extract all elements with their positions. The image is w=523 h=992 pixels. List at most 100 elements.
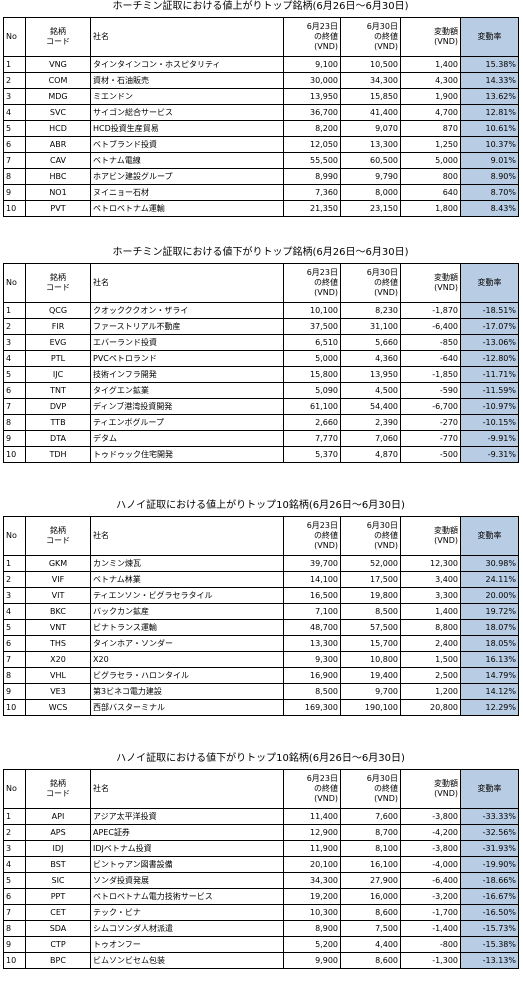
cell: 39,700	[283, 555, 341, 572]
table-title: ハノイ証取における値下がりトップ10銘柄(6月26日～6月30日)	[116, 753, 405, 764]
cell: 2,500	[400, 667, 461, 684]
cell: ティエンボグループ	[90, 414, 284, 431]
cell: -3,200	[400, 888, 461, 905]
cell: 14.12%	[460, 683, 519, 700]
cell: ビントゥアン図書設備	[90, 856, 284, 873]
cell: VE3	[25, 683, 91, 700]
data-row: 6 THS タインホア・ソンダー 13,300 15,700 2,400 18.05%	[3, 635, 519, 652]
cell: 54,400	[340, 398, 401, 415]
cell: 8	[3, 414, 26, 431]
cell: 4,870	[340, 446, 401, 463]
data-row: 7 CAV ベトナム電線 55,500 60,500 5,000 9.01%	[3, 152, 519, 169]
cell: 16,000	[340, 888, 401, 905]
header-cell: No	[3, 769, 26, 809]
cell: シムコソンダ人材派遣	[90, 920, 284, 937]
cell: TDH	[25, 446, 91, 463]
cell: 3	[3, 334, 26, 351]
data-row: 9 NO1 ヌイニョー石材 7,360 8,000 640 8.70%	[3, 184, 519, 201]
cell: 技術インフラ開発	[90, 366, 284, 383]
cell: TTB	[25, 414, 91, 431]
cell: 5,370	[283, 446, 341, 463]
header-cell: 銘柄 コード	[25, 769, 91, 809]
cell: -18.66%	[460, 872, 519, 889]
cell: サイゴン総合サービス	[90, 104, 284, 121]
cell: 12.81%	[460, 104, 519, 121]
cell: PTL	[25, 350, 91, 367]
cell: 8,500	[340, 603, 401, 620]
cell: -12.80%	[460, 350, 519, 367]
cell: BST	[25, 856, 91, 873]
cell: 9,300	[283, 651, 341, 668]
cell: -10.15%	[460, 414, 519, 431]
cell: 169,300	[283, 699, 341, 716]
cell: 19.72%	[460, 603, 519, 620]
cell: 60,500	[340, 152, 401, 169]
data-row: 3 MDG ミエンドン 13,950 15,850 1,900 13.62%	[3, 88, 519, 105]
cell: TNT	[25, 382, 91, 399]
cell: VIT	[25, 587, 91, 604]
data-row: 1 API アジア太平洋投資 11,400 7,600 -3,800 -33.33%	[3, 808, 519, 825]
table-title: ホーチミン証取における値下がりトップ銘柄(6月26日～6月30日)	[112, 247, 409, 258]
cell: 1	[3, 555, 26, 572]
cell: -13.06%	[460, 334, 519, 351]
cell: -9.31%	[460, 446, 519, 463]
header-cell: 銘柄 コード	[25, 516, 91, 556]
cell: PVCペトロランド	[90, 350, 284, 367]
cell: 12.29%	[460, 699, 519, 716]
cell: ヌイニョー石材	[90, 184, 284, 201]
cell: タインタインコン・ホスピタリティ	[90, 56, 284, 73]
cell: 9.01%	[460, 152, 519, 169]
header-cell: 変動額 (VND)	[400, 17, 461, 57]
cell: 7,600	[340, 808, 401, 825]
cell: 41,400	[340, 104, 401, 121]
cell: 7,360	[283, 184, 341, 201]
cell: 27,900	[340, 872, 401, 889]
cell: トゥドゥック住宅開発	[90, 446, 284, 463]
cell: -15.73%	[460, 920, 519, 937]
cell: 190,100	[340, 699, 401, 716]
cell: 5	[3, 366, 26, 383]
cell: 第3ビネコ電力建設	[90, 683, 284, 700]
cell: SDA	[25, 920, 91, 937]
cell: FIR	[25, 318, 91, 335]
cell: HCD投資生産貿易	[90, 120, 284, 137]
cell: 1	[3, 302, 26, 319]
cell: 1,400	[400, 603, 461, 620]
cell: ソンダ投資発展	[90, 872, 284, 889]
cell: 10,500	[340, 56, 401, 73]
data-row: 2 APS APEC証券 12,900 8,700 -4,200 -32.56%	[3, 824, 519, 841]
cell: 9,100	[283, 56, 341, 73]
cell: -13.13%	[460, 952, 519, 969]
cell: 23,150	[340, 200, 401, 217]
cell: 9	[3, 936, 26, 953]
data-row: 1 GKM カンミン煉瓦 39,700 52,000 12,300 30.98%	[3, 555, 519, 572]
cell: 13,300	[283, 635, 341, 652]
data-row: 4 PTL PVCペトロランド 5,000 4,360 -640 -12.80%	[3, 350, 519, 367]
data-row: 9 CTP トゥオンフー 5,200 4,400 -800 -15.38%	[3, 936, 519, 953]
cell: 8.43%	[460, 200, 519, 217]
cell: ティエンソン・ビグラセラタイル	[90, 587, 284, 604]
cell: 6	[3, 888, 26, 905]
data-row: 1 QCG クオックククオン・ザライ 10,100 8,230 -1,870 -18.51%	[3, 302, 519, 319]
cell: 9,790	[340, 168, 401, 185]
header-cell: 社名	[90, 516, 284, 556]
cell: ミエンドン	[90, 88, 284, 105]
cell: ベトナム林業	[90, 571, 284, 588]
table-title: ハノイ証取における値上がりトップ10銘柄(6月26日～6月30日)	[116, 500, 405, 511]
cell: X20	[25, 651, 91, 668]
cell: NO1	[25, 184, 91, 201]
data-row: 9 DTA デタム 7,770 7,060 -770 -9.91%	[3, 430, 519, 447]
data-row: 4 SVC サイゴン総合サービス 36,700 41,400 4,700 12.81%	[3, 104, 519, 121]
data-row: 4 BST ビントゥアン図書設備 20,100 16,100 -4,000 -19.90%	[3, 856, 519, 873]
cell: -11.71%	[460, 366, 519, 383]
cell: 3	[3, 840, 26, 857]
cell: 8,500	[283, 683, 341, 700]
cell: 8	[3, 168, 26, 185]
cell: 7	[3, 152, 26, 169]
data-row: 8 TTB ティエンボグループ 2,660 2,390 -270 -10.15%	[3, 414, 519, 431]
cell: VNG	[25, 56, 91, 73]
cell: 3,300	[400, 587, 461, 604]
cell: 16,100	[340, 856, 401, 873]
cell: -10.97%	[460, 398, 519, 415]
cell: 9,070	[340, 120, 401, 137]
